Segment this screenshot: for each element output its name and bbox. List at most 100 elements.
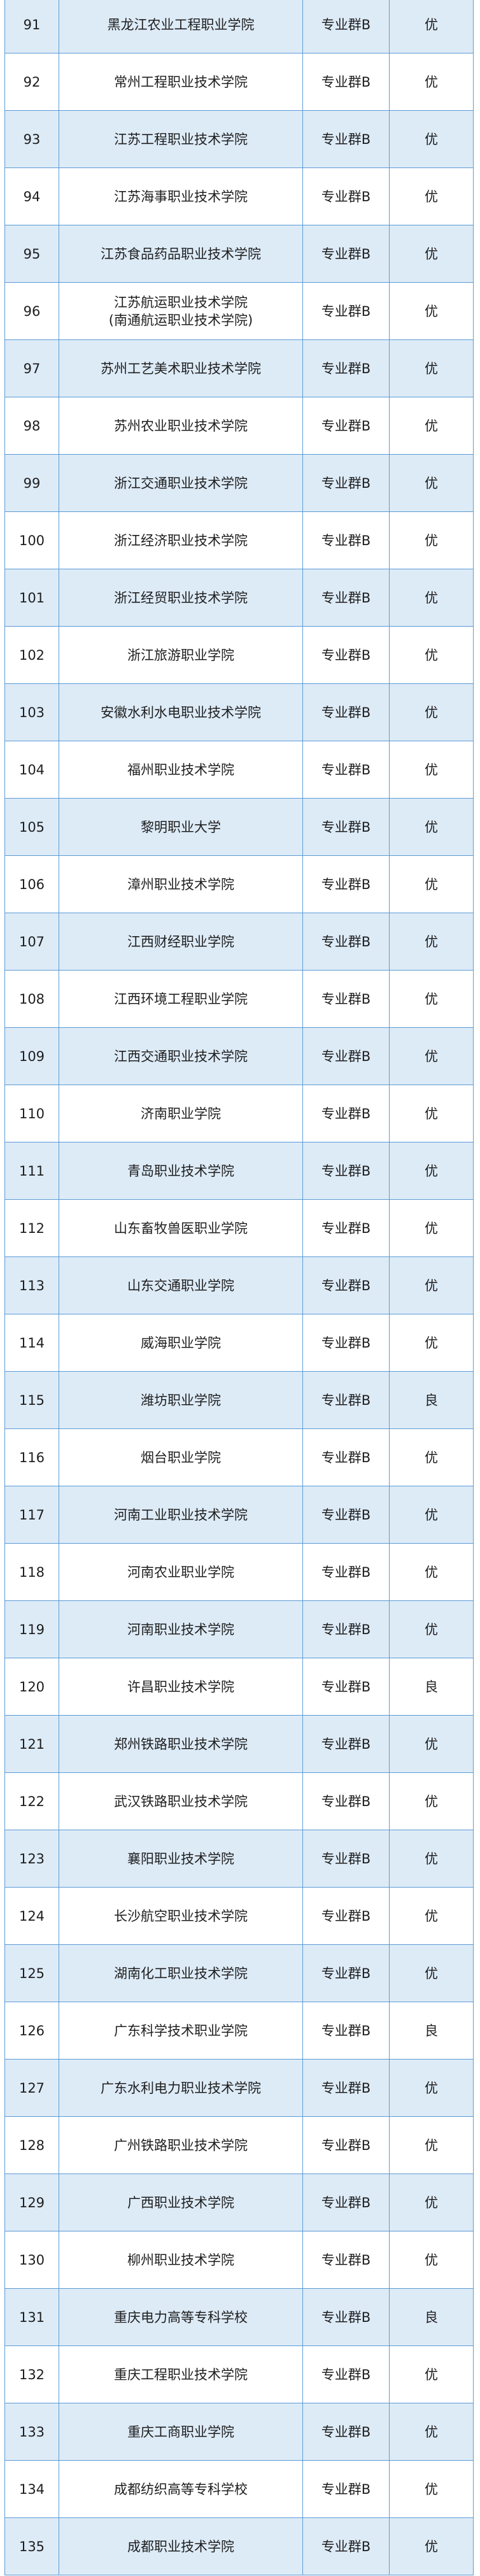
school-name-cell: 重庆工程职业技术学院 <box>59 2345 303 2403</box>
group-type: 专业群B <box>321 1507 371 1523</box>
grade-cell: 优 <box>389 1543 474 1601</box>
grade: 优 <box>425 475 438 491</box>
row-number: 102 <box>18 647 45 663</box>
school-name-cell: 安徽水利水电职业技术学院 <box>59 683 303 741</box>
school-name: 青岛职业技术学院 <box>127 1163 234 1179</box>
group-type: 专业群B <box>321 1048 371 1064</box>
grade-cell: 优 <box>389 167 474 225</box>
grade-cell: 良 <box>389 2288 474 2346</box>
grade-cell: 优 <box>389 798 474 856</box>
grade-cell: 优 <box>389 1715 474 1773</box>
grade-cell: 优 <box>389 626 474 684</box>
group-type-cell: 专业群B <box>302 511 390 569</box>
grade-cell: 优 <box>389 1027 474 1085</box>
grade-cell: 优 <box>389 970 474 1028</box>
group-type-cell: 专业群B <box>302 741 390 799</box>
grade-cell: 优 <box>389 110 474 168</box>
school-name: 武汉铁路职业技术学院 <box>114 1793 248 1809</box>
group-type-cell: 专业群B <box>302 2517 390 2575</box>
table-row: 107 江西财经职业学院 专业群B 优 <box>4 913 474 971</box>
school-name: 江西交通职业技术学院 <box>114 1048 248 1064</box>
row-number: 117 <box>18 1507 45 1523</box>
grade: 优 <box>425 1163 438 1179</box>
row-number: 115 <box>18 1392 45 1408</box>
school-name: 济南职业学院 <box>141 1106 221 1121</box>
grade-cell: 优 <box>389 2460 474 2518</box>
school-name-cell: 山东畜牧兽医职业学院 <box>59 1199 303 1257</box>
grade-cell: 良 <box>389 1658 474 1716</box>
row-number-cell: 125 <box>4 1944 59 2002</box>
group-type-cell: 专业群B <box>302 2002 390 2060</box>
table-row: 108 江西环境工程职业学院 专业群B 优 <box>4 970 474 1028</box>
row-number: 135 <box>18 2538 45 2554</box>
row-number-cell: 120 <box>4 1658 59 1716</box>
group-type-cell: 专业群B <box>302 1085 390 1142</box>
group-type-cell: 专业群B <box>302 397 390 455</box>
grade: 优 <box>425 2252 438 2268</box>
group-type-cell: 专业群B <box>302 626 390 684</box>
school-name: 江苏食品药品职业技术学院 <box>101 246 261 262</box>
grade: 优 <box>425 934 438 950</box>
school-name-cell: 江苏工程职业技术学院 <box>59 110 303 168</box>
grade: 优 <box>425 1048 438 1064</box>
school-name-cell: 苏州工艺美术职业技术学院 <box>59 339 303 397</box>
grade-cell: 优 <box>389 2403 474 2461</box>
school-name-cell: 福州职业技术学院 <box>59 741 303 799</box>
row-number-cell: 105 <box>4 798 59 856</box>
row-number: 107 <box>18 934 45 950</box>
group-type: 专业群B <box>321 2309 371 2325</box>
school-name: 浙江旅游职业学院 <box>127 647 234 663</box>
group-type-cell: 专业群B <box>302 110 390 168</box>
group-type: 专业群B <box>321 17 371 32</box>
grade-cell: 优 <box>389 0 474 53</box>
row-number: 96 <box>23 303 41 319</box>
table-row: 134 成都纺织高等专科学校 专业群B 优 <box>4 2460 474 2518</box>
grade: 优 <box>425 1908 438 1924</box>
school-name: 威海职业学院 <box>141 1335 221 1351</box>
grade-cell: 优 <box>389 1887 474 1945</box>
group-type: 专业群B <box>321 1564 371 1580</box>
school-ranking-table: 91 黑龙江农业工程职业学院 专业群B 优 92 常州工程职业技术学院 专业群B 优 93 江苏工… <box>4 0 474 2575</box>
table-row: 117 河南工业职业技术学院 专业群B 优 <box>4 1486 474 1544</box>
grade-cell: 优 <box>389 2345 474 2403</box>
row-number-cell: 119 <box>4 1600 59 1658</box>
row-number-cell: 104 <box>4 741 59 799</box>
group-type: 专业群B <box>321 991 371 1007</box>
grade-cell: 优 <box>389 2231 474 2289</box>
group-type: 专业群B <box>321 1908 371 1924</box>
school-name-cell: 浙江旅游职业学院 <box>59 626 303 684</box>
school-name: 河南职业技术学院 <box>127 1621 234 1637</box>
school-name-cell: 江西财经职业学院 <box>59 913 303 971</box>
row-number-cell: 101 <box>4 569 59 627</box>
group-type-cell: 专业群B <box>302 1486 390 1544</box>
group-type-cell: 专业群B <box>302 167 390 225</box>
group-type: 专业群B <box>321 1621 371 1637</box>
school-name: 襄阳职业技术学院 <box>127 1851 234 1867</box>
grade-cell: 优 <box>389 1256 474 1314</box>
school-name: 成都职业技术学院 <box>127 2538 234 2554</box>
school-name-cell: 烟台职业学院 <box>59 1428 303 1486</box>
group-type-cell: 专业群B <box>302 1027 390 1085</box>
table-row: 120 许昌职业技术学院 专业群B 良 <box>4 1658 474 1716</box>
group-type: 专业群B <box>321 704 371 720</box>
table-row: 91 黑龙江农业工程职业学院 专业群B 优 <box>4 0 474 53</box>
row-number-cell: 126 <box>4 2002 59 2060</box>
school-name: 黑龙江农业工程职业学院 <box>107 17 255 32</box>
table-row: 131 重庆电力高等专科学校 专业群B 良 <box>4 2288 474 2346</box>
row-number-cell: 97 <box>4 339 59 397</box>
grade-cell: 优 <box>389 2174 474 2231</box>
row-number-cell: 133 <box>4 2403 59 2461</box>
grade: 优 <box>425 2481 438 2497</box>
school-name-cell: 潍坊职业学院 <box>59 1371 303 1429</box>
school-name: 广州铁路职业技术学院 <box>114 2137 248 2153</box>
grade: 优 <box>425 1220 438 1236</box>
row-number: 126 <box>18 2023 45 2039</box>
school-name-cell: 黑龙江农业工程职业学院 <box>59 0 303 53</box>
group-type: 专业群B <box>321 934 371 950</box>
row-number-cell: 115 <box>4 1371 59 1429</box>
grade: 优 <box>425 131 438 147</box>
grade-cell: 良 <box>389 1371 474 1429</box>
school-name-cell: 江苏航运职业技术学院 (南通航运职业技术学院) <box>59 282 303 340</box>
group-type: 专业群B <box>321 1335 371 1351</box>
school-name: 黎明职业大学 <box>141 819 221 835</box>
